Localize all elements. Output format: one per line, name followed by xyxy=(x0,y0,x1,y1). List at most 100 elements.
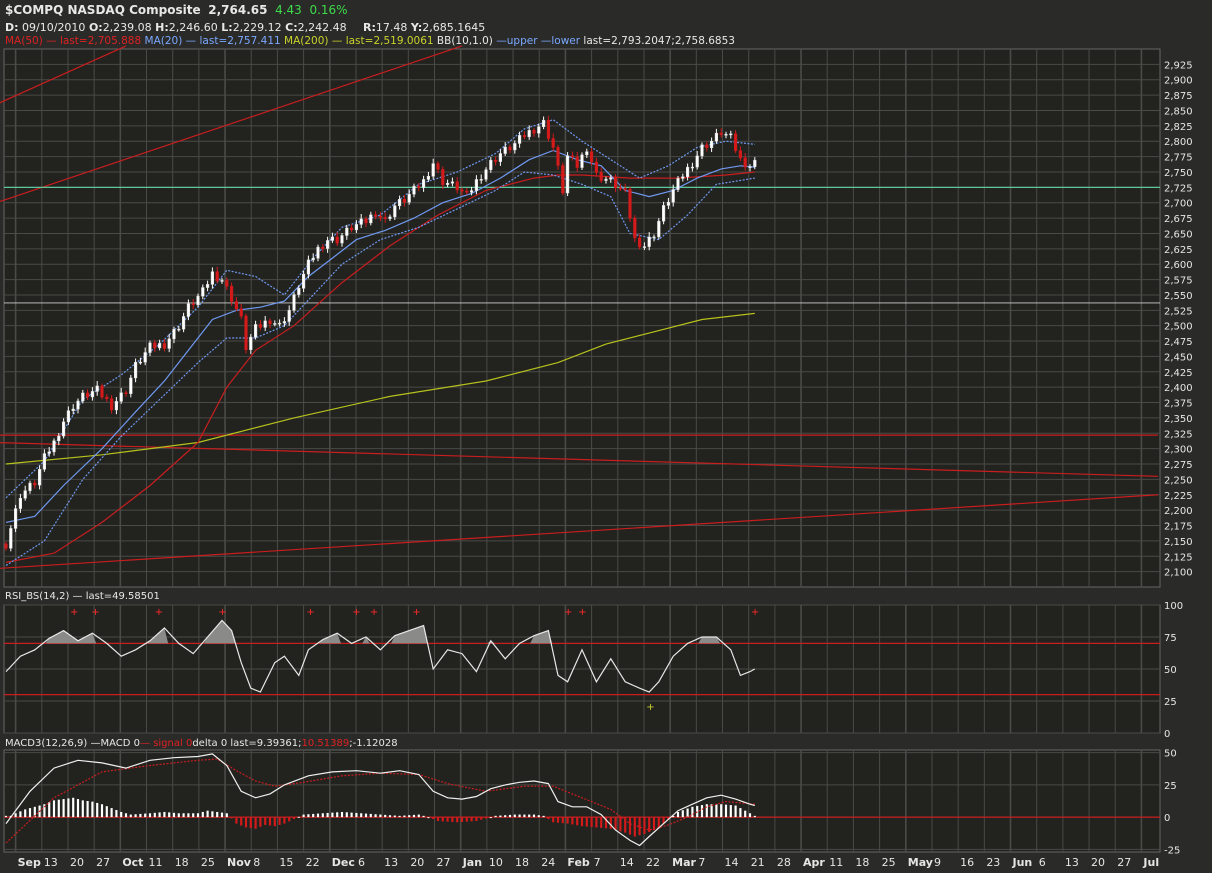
y-tick-label: 2,650 xyxy=(1164,229,1193,240)
rsi-sell-marker: + xyxy=(412,607,420,618)
y-tick-label: 2,600 xyxy=(1164,260,1193,271)
candle xyxy=(86,392,90,398)
macd-histogram-bar xyxy=(412,814,416,818)
macd-histogram-bar xyxy=(700,805,704,818)
macd-histogram-bar xyxy=(561,817,564,824)
candle xyxy=(52,440,56,453)
rsi-sell-marker: + xyxy=(218,607,226,618)
macd-histogram-bar xyxy=(139,813,142,818)
rsi-sell-marker: + xyxy=(578,607,586,618)
macd-histogram-bar xyxy=(393,815,396,818)
macd-histogram-bar xyxy=(542,815,545,818)
rsi-y-tick-label: 50 xyxy=(1164,665,1177,676)
bar-date: 09/10/2010 xyxy=(22,21,86,34)
candle xyxy=(374,214,378,217)
macd-histogram-bar xyxy=(249,817,252,829)
macd-histogram-bar xyxy=(532,814,536,818)
macd-histogram-bar xyxy=(312,813,315,818)
macd-histogram-bar xyxy=(456,817,459,823)
y-tick-label: 2,325 xyxy=(1164,429,1193,440)
macd-histogram-bar xyxy=(297,816,300,818)
macd-histogram-bar xyxy=(72,797,75,818)
macd-histogram-bar xyxy=(432,817,435,820)
candle xyxy=(201,287,205,297)
macd-histogram-bar xyxy=(57,799,60,818)
macd-histogram-bar xyxy=(230,817,233,819)
macd-histogram-bar xyxy=(422,815,425,818)
macd-histogram-bar xyxy=(523,814,526,818)
candle xyxy=(297,288,301,295)
macd-histogram-bar xyxy=(168,812,171,818)
candle xyxy=(585,151,589,156)
macd-line xyxy=(5,753,755,847)
macd-y-tick-label: 50 xyxy=(1164,749,1177,760)
candle xyxy=(724,133,728,136)
candle xyxy=(354,224,358,231)
y-tick-label: 2,300 xyxy=(1164,445,1193,456)
candle xyxy=(143,352,147,363)
macd-histogram-bar xyxy=(566,817,569,824)
macd-histogram-bar xyxy=(201,811,204,818)
candle xyxy=(306,259,310,275)
ticker-header: $COMPQ NASDAQ Composite 2,764.65 4.43 0.… xyxy=(5,3,348,17)
candle xyxy=(666,201,670,206)
x-tick-label: 7 xyxy=(594,856,601,869)
macd-histogram-bar xyxy=(225,813,228,818)
rsi-overbought-fill xyxy=(319,633,341,644)
macd-histogram-bar xyxy=(465,817,468,822)
macd-histogram-bar xyxy=(436,817,440,822)
x-tick-label: 13 xyxy=(44,856,58,869)
macd-histogram-bar xyxy=(278,817,281,825)
candle xyxy=(321,246,325,249)
candle xyxy=(388,216,392,219)
macd-histogram-bar xyxy=(48,802,51,818)
macd-histogram-bar xyxy=(662,817,665,824)
macd-histogram-bar xyxy=(643,817,646,834)
macd-histogram-bar xyxy=(667,817,670,820)
candle xyxy=(167,338,171,349)
macd-histogram-bar xyxy=(336,812,339,818)
macd-histogram-bar xyxy=(739,808,742,818)
y-tick-label: 2,200 xyxy=(1164,506,1193,517)
candle xyxy=(234,301,238,310)
macd-histogram-bar xyxy=(624,817,627,833)
candle xyxy=(110,398,114,411)
candle xyxy=(633,218,637,239)
indicator-legend: MA(50) — last=2,705.888 MA(20) — last=2,… xyxy=(5,35,735,47)
y-tick-label: 2,100 xyxy=(1164,568,1193,579)
candle xyxy=(287,310,291,322)
x-tick-label: 27 xyxy=(96,856,110,869)
x-tick-label: 10 xyxy=(489,856,503,869)
y-tick-label: 2,675 xyxy=(1164,214,1193,225)
candle xyxy=(426,176,430,180)
candle xyxy=(652,236,656,239)
macd-histogram-bar xyxy=(115,810,118,818)
macd-histogram-bar xyxy=(408,815,411,818)
macd-histogram-bar xyxy=(62,799,65,818)
candle xyxy=(623,188,627,190)
x-tick-label: 14 xyxy=(725,856,739,869)
candle xyxy=(738,150,742,159)
candle xyxy=(638,237,642,248)
macd-histogram-bar xyxy=(633,817,636,837)
candle xyxy=(479,179,483,181)
macd-histogram-bar xyxy=(326,812,329,818)
macd-histogram-bar xyxy=(489,817,492,819)
candle xyxy=(393,205,397,218)
candle xyxy=(710,140,714,148)
macd-histogram-bar xyxy=(43,804,46,818)
y-tick-label: 2,750 xyxy=(1164,168,1193,179)
candle xyxy=(614,177,618,189)
macd-histogram-bar xyxy=(499,815,502,818)
y-tick-label: 2,375 xyxy=(1164,399,1193,410)
candle xyxy=(244,315,248,351)
macd-histogram-bar xyxy=(744,810,747,818)
candle xyxy=(662,205,666,222)
macd-histogram-bar xyxy=(600,817,603,828)
y-tick-label: 2,275 xyxy=(1164,460,1193,471)
macd-histogram-bar xyxy=(211,811,214,818)
y-tick-label: 2,900 xyxy=(1164,76,1193,87)
macd-histogram-bar xyxy=(388,815,392,818)
candle xyxy=(38,469,42,486)
macd-histogram-bar xyxy=(571,817,574,825)
